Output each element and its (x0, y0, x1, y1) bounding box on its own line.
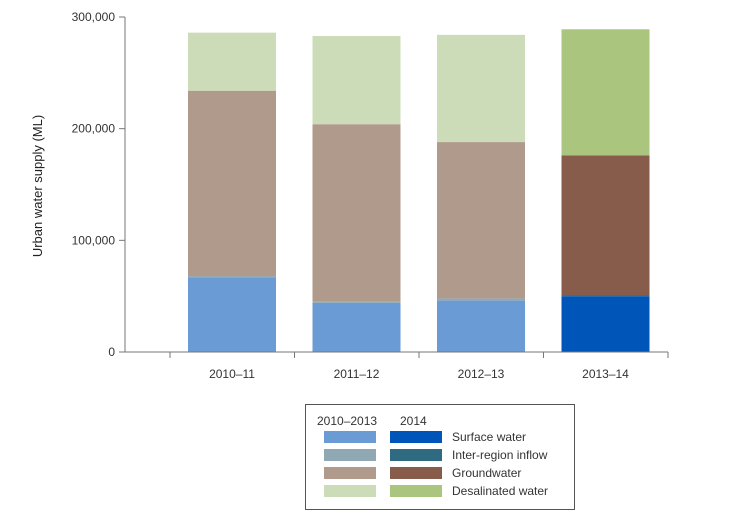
axes (119, 16, 669, 358)
legend: 2010–2013 2014 Surface water Inter-regio… (305, 404, 575, 510)
swatch-desalinated-water-2014 (390, 485, 442, 497)
swatch-desalinated-water-2010-2013 (324, 485, 376, 497)
y-tick-label: 300,000 (72, 10, 116, 24)
y-tick-labels: 0 100,000 200,000 300,000 (72, 10, 116, 359)
bar-inter-region-inflow-2011-12 (312, 301, 401, 303)
bar-groundwater-2011-12 (312, 124, 401, 302)
swatch-inter-region-inflow-2010-2013 (324, 449, 376, 461)
swatch-surface-water-2010-2013 (324, 431, 376, 443)
y-axis-title: Urban water supply (ML) (30, 115, 45, 257)
bar-desalinated-water-2010-11 (188, 32, 276, 91)
swatch-surface-water-2014 (390, 431, 442, 443)
legend-item-groundwater: Groundwater (306, 465, 574, 482)
bar-surface-water-2010-11 (188, 277, 276, 352)
swatch-groundwater-2010-2013 (324, 467, 376, 479)
bar-desalinated-water-2012-13 (437, 34, 525, 143)
bar-groundwater-2013-14 (561, 155, 650, 296)
y-tick-label: 0 (108, 345, 115, 359)
bar-inter-region-inflow-2012-13 (437, 298, 525, 301)
swatch-groundwater-2014 (390, 467, 442, 479)
swatch-inter-region-inflow-2014 (390, 449, 442, 461)
legend-label: Groundwater (452, 466, 522, 480)
bar-surface-water-2013-14 (561, 296, 650, 352)
x-tick-label: 2012–13 (458, 367, 505, 381)
bar-surface-water-2011-12 (312, 302, 401, 352)
bar-desalinated-water-2013-14 (561, 29, 650, 156)
y-tick-label: 100,000 (72, 233, 116, 247)
legend-item-desalinated-water: Desalinated water (306, 483, 574, 500)
bar-groundwater-2010-11 (188, 90, 276, 277)
bar-surface-water-2012-13 (437, 300, 525, 352)
bar-desalinated-water-2011-12 (312, 35, 401, 125)
legend-heading-2014: 2014 (400, 414, 427, 428)
bar-inter-region-inflow-2010-11 (188, 276, 276, 278)
x-tick-label: 2010–11 (209, 367, 255, 381)
legend-label: Desalinated water (452, 484, 549, 498)
x-tick-label: 2011–12 (334, 367, 380, 381)
y-tick-label: 200,000 (72, 122, 116, 136)
legend-heading-2010-2013: 2010–2013 (317, 414, 378, 428)
legend-label: Inter-region inflow (452, 448, 548, 462)
bar-groundwater-2012-13 (437, 142, 525, 299)
bar-inter-region-inflow-2013-14 (561, 295, 650, 297)
legend-label: Surface water (452, 430, 527, 444)
legend-item-surface-water: Surface water (306, 429, 574, 446)
legend-item-inter-region-inflow: Inter-region inflow (306, 447, 574, 464)
x-tick-label: 2013–14 (582, 367, 629, 381)
x-tick-labels: 2010–11 2011–12 2012–13 2013–14 (209, 367, 629, 381)
bars (188, 29, 650, 352)
